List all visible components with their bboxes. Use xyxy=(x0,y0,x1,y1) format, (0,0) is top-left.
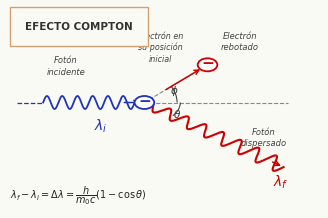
Text: Fotón
incidente: Fotón incidente xyxy=(47,56,85,77)
Circle shape xyxy=(198,58,217,71)
Circle shape xyxy=(134,96,154,109)
Text: Electrón en
su posición
inicial: Electrón en su posición inicial xyxy=(138,32,183,63)
Text: Electrón
rebotado: Electrón rebotado xyxy=(221,32,259,52)
Text: −: − xyxy=(138,94,151,109)
Text: −: − xyxy=(201,56,214,72)
Text: $\lambda_f - \lambda_i = \Delta\lambda = \dfrac{h}{m_0 c}(1-\cos\theta)$: $\lambda_f - \lambda_i = \Delta\lambda =… xyxy=(10,184,147,207)
Text: Fotón
dispersado: Fotón dispersado xyxy=(241,128,287,148)
Text: $\lambda_i$: $\lambda_i$ xyxy=(93,118,107,135)
FancyBboxPatch shape xyxy=(10,7,148,46)
Text: $\theta$: $\theta$ xyxy=(173,108,181,120)
Text: $\phi$: $\phi$ xyxy=(170,83,178,98)
Text: $\lambda_f$: $\lambda_f$ xyxy=(273,174,288,191)
Text: EFECTO COMPTON: EFECTO COMPTON xyxy=(25,22,133,32)
